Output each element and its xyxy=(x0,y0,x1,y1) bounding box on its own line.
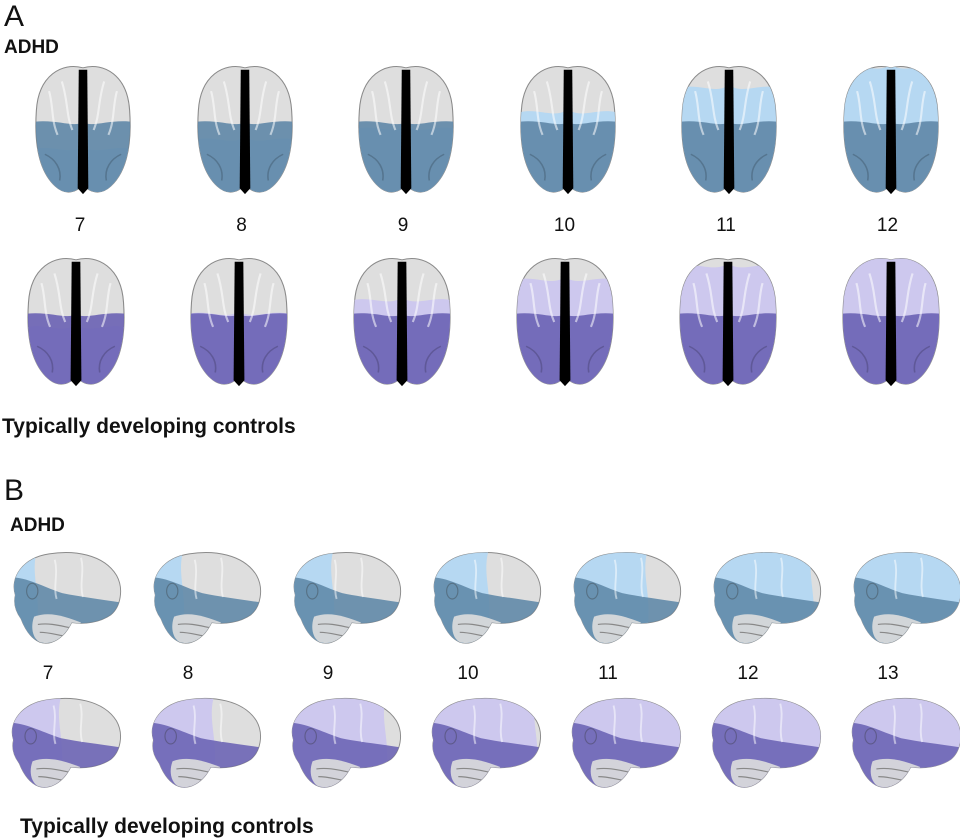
age-label: 7 xyxy=(42,663,54,684)
age-label: 12 xyxy=(876,215,899,236)
brain-lateral-icon xyxy=(853,552,960,644)
brain-lateral-icon xyxy=(573,552,682,644)
brain-axial-icon xyxy=(679,258,777,387)
brain-axial-icon xyxy=(842,258,940,387)
brain-axial-icon xyxy=(681,66,777,195)
age-label: 9 xyxy=(322,663,334,684)
brain-axial-icon xyxy=(27,258,125,387)
panel-a-adhd-label: ADHD xyxy=(4,37,59,58)
brain-lateral-icon xyxy=(711,697,821,788)
age-label: 11 xyxy=(598,663,618,684)
age-label: 13 xyxy=(877,663,899,684)
panel-letter-b: B xyxy=(4,474,25,507)
brain-lateral-icon xyxy=(851,697,960,788)
brain-lateral-icon xyxy=(433,552,542,644)
age-label: 11 xyxy=(716,215,736,236)
brain-lateral-icon xyxy=(151,697,261,788)
brain-lateral-icon xyxy=(713,552,822,644)
panel-letter-a: A xyxy=(4,0,25,33)
brain-lateral-icon xyxy=(11,697,121,788)
panel-b-adhd-label: ADHD xyxy=(10,515,65,536)
brain-lateral-icon xyxy=(291,697,401,788)
age-label: 10 xyxy=(457,663,479,684)
brain-lateral-icon xyxy=(431,697,541,788)
panel-b-controls-label: Typically developing controls xyxy=(20,815,314,838)
age-label: 7 xyxy=(74,215,86,236)
brain-axial-icon xyxy=(842,66,939,195)
brain-axial-icon xyxy=(353,258,451,387)
panel-a-controls-label: Typically developing controls xyxy=(2,415,296,438)
brain-axial-icon xyxy=(190,258,288,387)
brain-axial-icon xyxy=(519,66,616,195)
brain-axial-icon xyxy=(516,258,614,387)
brain-lateral-icon xyxy=(293,552,402,644)
age-label: 10 xyxy=(553,215,576,236)
brain-axial-icon xyxy=(196,66,293,195)
brain-lateral-icon xyxy=(153,552,262,644)
brain-lateral-icon xyxy=(13,552,122,644)
brain-axial-icon xyxy=(35,66,131,195)
age-label: 9 xyxy=(397,215,409,236)
age-label: 8 xyxy=(236,215,247,236)
brain-axial-icon xyxy=(358,66,454,195)
brain-lateral-icon xyxy=(571,697,681,788)
age-label: 8 xyxy=(182,663,194,684)
age-label: 12 xyxy=(737,663,759,684)
